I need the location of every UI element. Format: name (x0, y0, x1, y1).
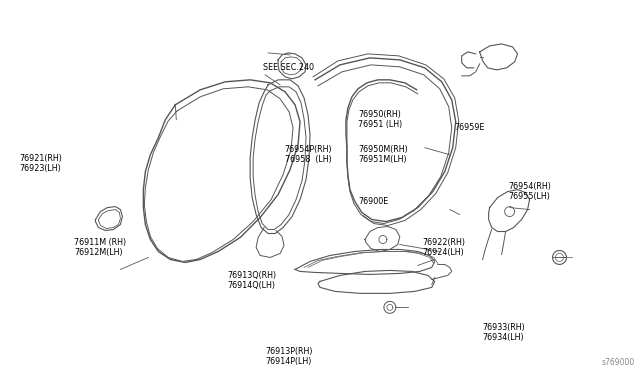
Text: 76950M(RH)
76951M(LH): 76950M(RH) 76951M(LH) (358, 145, 408, 164)
Text: 76913P(RH)
76914P(LH): 76913P(RH) 76914P(LH) (266, 347, 313, 366)
Text: 76954(RH)
76955(LH): 76954(RH) 76955(LH) (508, 182, 551, 201)
Text: SEE SEC.240: SEE SEC.240 (262, 63, 314, 72)
Text: 76900E: 76900E (358, 197, 388, 206)
Text: 76954P(RH)
76958  (LH): 76954P(RH) 76958 (LH) (285, 145, 333, 164)
Text: s769000: s769000 (602, 358, 636, 367)
Text: 76959E: 76959E (454, 122, 484, 132)
Text: 76921(RH)
76923(LH): 76921(RH) 76923(LH) (20, 154, 63, 173)
Text: 76911M (RH)
76912M(LH): 76911M (RH) 76912M(LH) (74, 238, 126, 257)
Text: 76913Q(RH)
76914Q(LH): 76913Q(RH) 76914Q(LH) (227, 271, 276, 291)
Text: 76933(RH)
76934(LH): 76933(RH) 76934(LH) (483, 323, 525, 342)
Text: 76950(RH)
76951 (LH): 76950(RH) 76951 (LH) (358, 109, 403, 129)
Text: 76922(RH)
76924(LH): 76922(RH) 76924(LH) (422, 238, 465, 257)
